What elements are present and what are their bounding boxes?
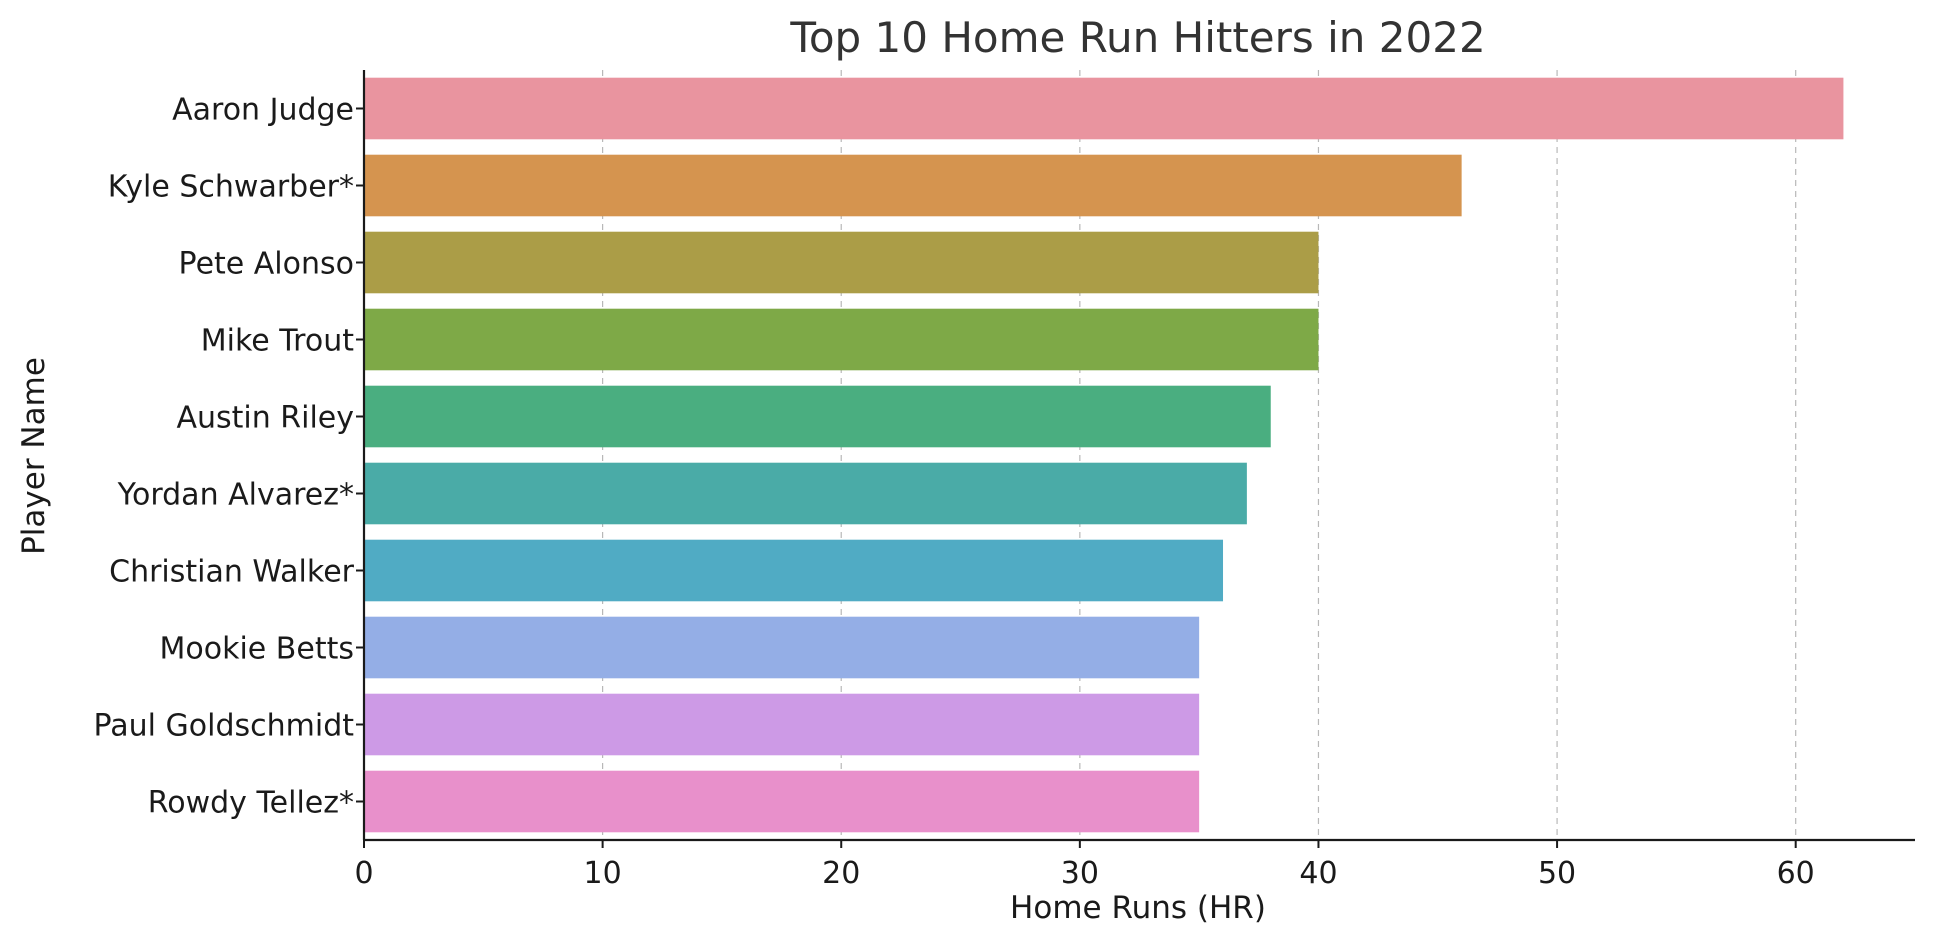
bar-4 bbox=[364, 385, 1271, 448]
bar-2 bbox=[364, 231, 1319, 294]
chart-title: Top 10 Home Run Hitters in 2022 bbox=[789, 13, 1485, 62]
bar-6 bbox=[364, 539, 1224, 602]
category-label: Aaron Judge bbox=[172, 93, 354, 128]
category-label: Mike Trout bbox=[201, 324, 354, 359]
x-tick-labels: 0 10 20 30 40 50 60 bbox=[354, 856, 1814, 891]
bar-0 bbox=[364, 77, 1844, 140]
category-label: Christian Walker bbox=[109, 555, 355, 590]
y-axis-label: Player Name bbox=[16, 357, 52, 555]
bars bbox=[364, 77, 1844, 833]
bar-3 bbox=[364, 308, 1319, 371]
category-label: Paul Goldschmidt bbox=[94, 709, 355, 744]
category-label: Yordan Alvarez* bbox=[117, 478, 354, 513]
category-labels: Aaron Judge Kyle Schwarber* Pete Alonso Mik… bbox=[94, 93, 355, 821]
x-tick-label: 0 bbox=[354, 856, 373, 891]
category-label: Kyle Schwarber* bbox=[108, 170, 354, 205]
category-label: Austin Riley bbox=[176, 401, 354, 436]
x-tick-label: 10 bbox=[584, 856, 622, 891]
bar-9 bbox=[364, 770, 1200, 833]
category-label: Rowdy Tellez* bbox=[148, 786, 354, 821]
category-label: Mookie Betts bbox=[160, 632, 355, 667]
category-label: Pete Alonso bbox=[179, 247, 354, 282]
x-tick-label: 50 bbox=[1538, 856, 1576, 891]
bar-7 bbox=[364, 616, 1200, 679]
bar-1 bbox=[364, 154, 1462, 217]
x-tick-label: 40 bbox=[1299, 856, 1337, 891]
x-tick-label: 20 bbox=[822, 856, 860, 891]
bar-8 bbox=[364, 693, 1200, 756]
bar-5 bbox=[364, 462, 1247, 525]
x-tick-label: 30 bbox=[1061, 856, 1099, 891]
x-axis-label: Home Runs (HR) bbox=[1010, 890, 1266, 926]
x-tick-label: 60 bbox=[1777, 856, 1815, 891]
axes-spines bbox=[356, 70, 1915, 848]
